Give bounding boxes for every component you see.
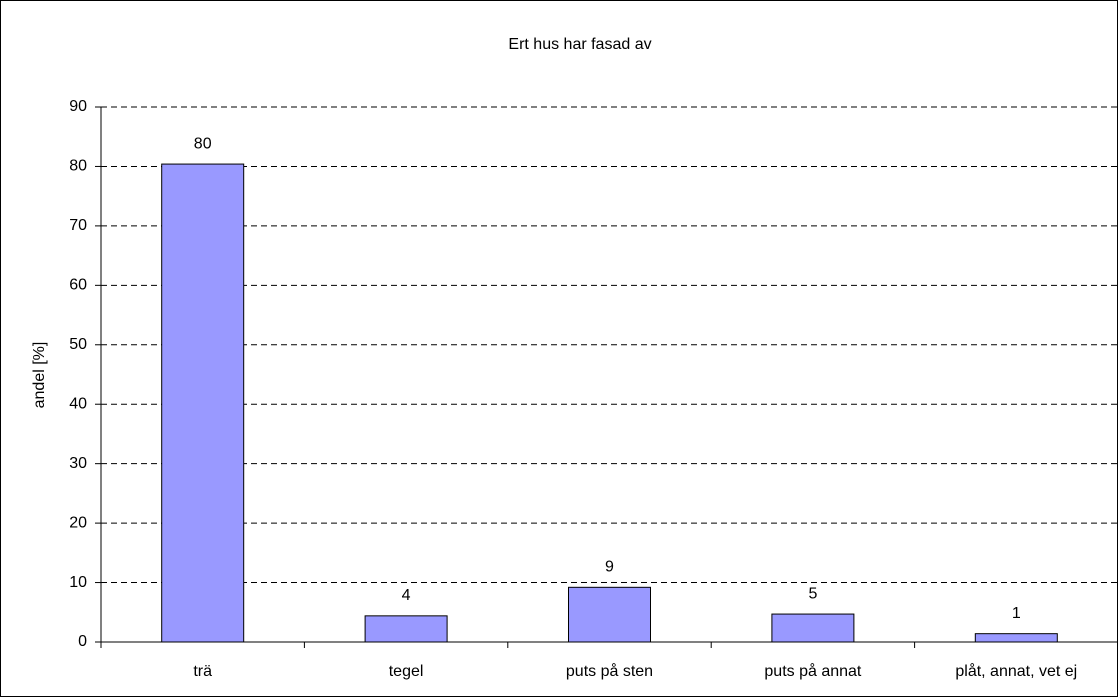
data-label: 80 [194, 135, 212, 152]
x-tick-label: trä [193, 663, 212, 680]
y-tick-label: 10 [69, 574, 87, 591]
y-tick-label: 70 [69, 217, 87, 234]
y-tick-label: 30 [69, 455, 87, 472]
data-label: 4 [402, 587, 411, 604]
bar [974, 633, 1058, 643]
y-tick-label: 50 [69, 336, 87, 353]
y-tick-label: 20 [69, 514, 87, 531]
data-label: 9 [605, 559, 614, 576]
bar [771, 613, 855, 643]
y-tick-label: 60 [69, 277, 87, 294]
y-tick-label: 80 [69, 158, 87, 175]
bar [568, 586, 651, 643]
y-tick-label: 0 [78, 633, 87, 650]
y-tick-label: 40 [69, 395, 87, 412]
x-tick-label: puts på annat [764, 662, 862, 680]
data-label: 5 [808, 585, 817, 602]
data-label: 1 [1012, 605, 1021, 622]
y-axis-label: andel [%] [31, 342, 48, 409]
bar [364, 615, 448, 643]
bar [161, 163, 245, 643]
x-tick-label: tegel [389, 663, 424, 680]
x-tick-label: puts på sten [566, 662, 653, 680]
chart-title: Ert hus har fasad av [508, 36, 651, 53]
y-tick-label: 90 [69, 98, 87, 115]
x-tick-label: plåt, annat, vet ej [955, 662, 1077, 680]
